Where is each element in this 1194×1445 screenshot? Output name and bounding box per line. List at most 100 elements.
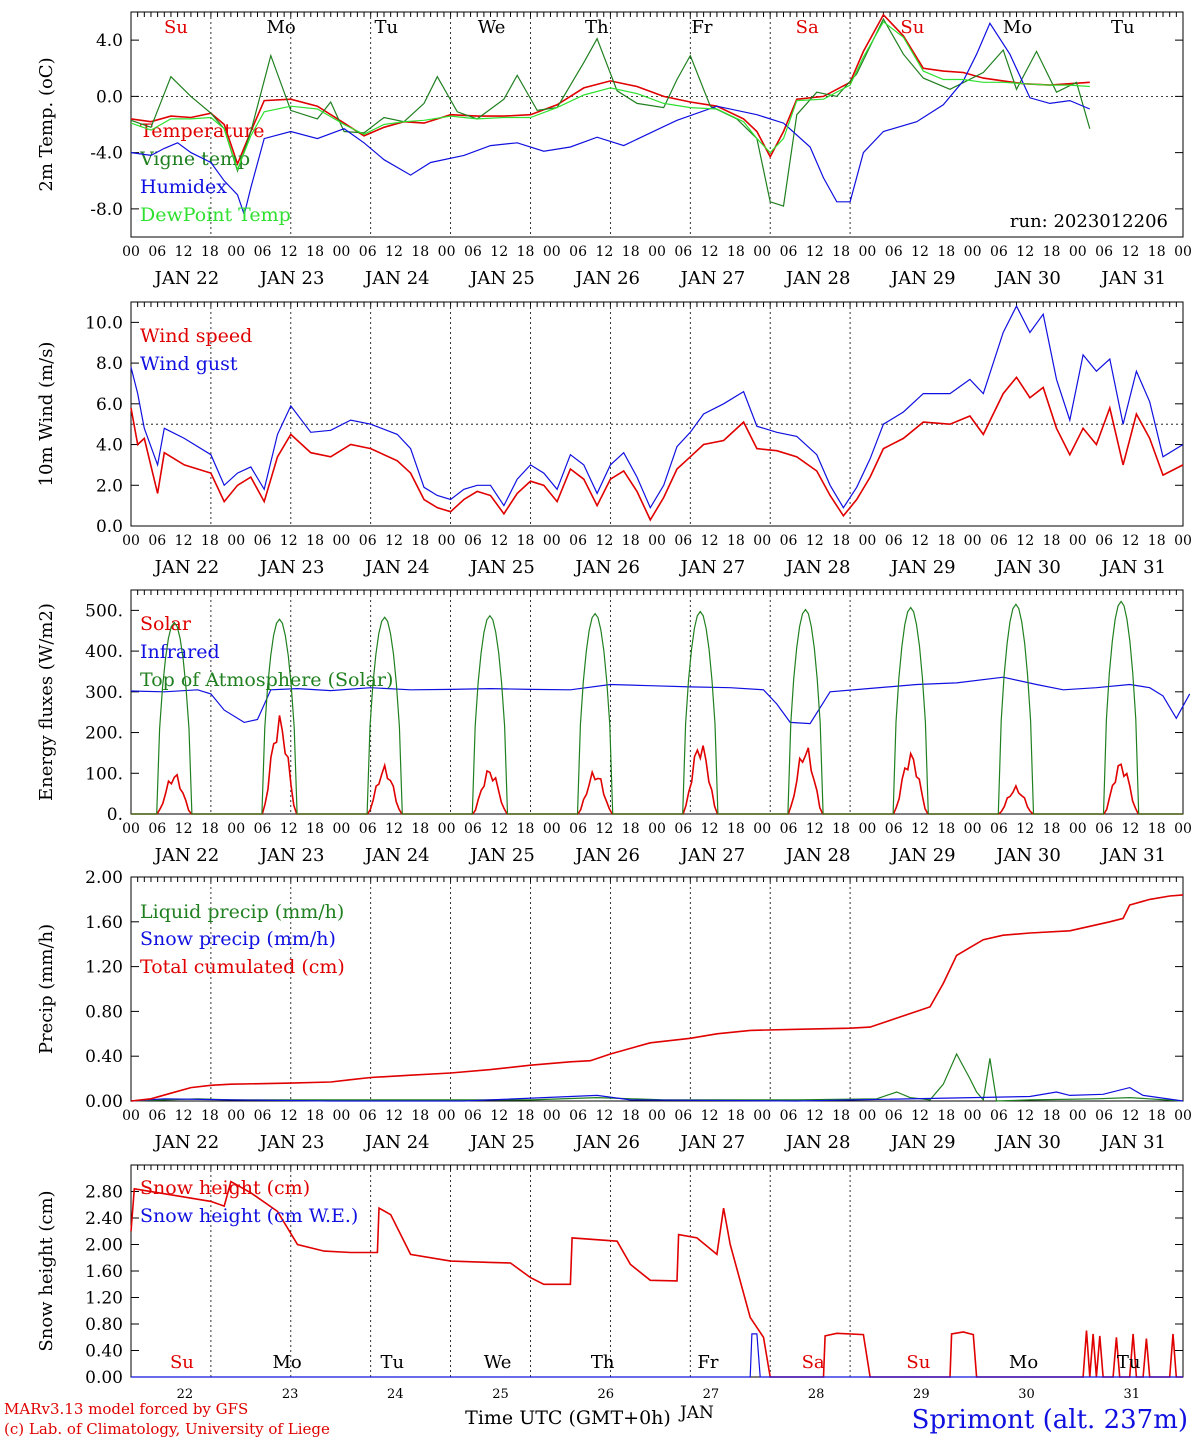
date-label: JAN 25 [468, 268, 535, 289]
hour-label: 06 [148, 533, 166, 549]
date-label: JAN 28 [784, 557, 851, 578]
hour-label: 12 [911, 821, 929, 837]
hour-label: 18 [727, 533, 745, 549]
date-label: JAN 31 [1099, 845, 1166, 866]
hour-label: 00 [543, 244, 561, 260]
date-label: JAN 28 [784, 268, 851, 289]
series-line-vigne-temp [130, 17, 1091, 207]
y-tick-label: 1.60 [85, 1262, 123, 1282]
panel-1: 4.0 0.0 -4.0 -8.0 2m Temp. (oC) Temperature Vi… [36, 11, 1192, 289]
hour-label: 18 [622, 533, 640, 549]
hour-label: 06 [780, 1108, 798, 1124]
month-label: JAN [678, 1403, 714, 1423]
hour-label: 06 [674, 1108, 692, 1124]
hour-label: 00 [1174, 244, 1192, 260]
hour-label: 12 [175, 1108, 193, 1124]
hour-label: 18 [411, 244, 429, 260]
hour-label: 00 [964, 1108, 982, 1124]
hour-label: 18 [1148, 1108, 1166, 1124]
hour-label: 06 [885, 533, 903, 549]
weekday-label: We [484, 1352, 512, 1373]
hour-label: 12 [175, 533, 193, 549]
hour-label: 12 [1016, 533, 1034, 549]
weekday-label: Sa [802, 1352, 825, 1373]
date-label: JAN 25 [468, 845, 535, 866]
hour-label: 06 [990, 821, 1008, 837]
legend-entry: Temperature [140, 120, 264, 142]
hour-label: 12 [1121, 244, 1139, 260]
hour-label: 12 [385, 1108, 403, 1124]
y-tick-label: 500. [85, 601, 123, 621]
hour-label: 00 [648, 1108, 666, 1124]
day-number-label: 23 [282, 1387, 299, 1402]
hour-label: 12 [1121, 821, 1139, 837]
y-tick-label: 4.0 [96, 436, 123, 456]
date-label: JAN 29 [889, 268, 956, 289]
series-line-humidex [130, 22, 1091, 217]
hour-label: 18 [411, 821, 429, 837]
hour-label: 00 [648, 244, 666, 260]
weekday-label: We [478, 17, 506, 38]
hour-label: 06 [569, 533, 587, 549]
hour-label: 18 [306, 533, 324, 549]
hour-label: 12 [280, 533, 298, 549]
y-axis-label: 2m Temp. (oC) [36, 57, 57, 191]
y-tick-label: 0.80 [85, 1002, 123, 1022]
hour-label: 18 [727, 244, 745, 260]
x-axis-label: Time UTC (GMT+0h) [465, 1407, 671, 1429]
date-label: JAN 27 [679, 268, 746, 289]
hour-label: 06 [464, 533, 482, 549]
hour-label: 12 [911, 533, 929, 549]
y-axis-label: Energy fluxes (W/m2) [36, 603, 57, 801]
date-label: JAN 26 [573, 268, 640, 289]
day-number-label: 27 [703, 1387, 720, 1402]
panel-4: 0.00 0.40 0.80 1.20 1.60 2.00 Precip (mm/h) Liq… [36, 868, 1192, 1153]
run-annotation: run: 2023012206 [1010, 211, 1168, 232]
date-label: JAN 22 [153, 845, 220, 866]
series-line-infrared [130, 676, 1191, 725]
day-number-label: 26 [597, 1387, 614, 1402]
hour-label: 00 [858, 533, 876, 549]
date-label: JAN 30 [994, 845, 1061, 866]
hour-label: 00 [438, 821, 456, 837]
date-label: JAN 29 [889, 1132, 956, 1153]
hour-label: 06 [1095, 244, 1113, 260]
hour-label: 12 [806, 244, 824, 260]
weekday-label: Fr [697, 1352, 718, 1373]
hour-label: 06 [359, 533, 377, 549]
hour-label: 18 [201, 1108, 219, 1124]
plot-frame [130, 301, 1184, 527]
hour-label: 06 [359, 821, 377, 837]
series-line-snow-height-cm-w-e- [131, 1333, 1183, 1378]
date-label: JAN 22 [153, 1132, 220, 1153]
date-label: JAN 22 [153, 268, 220, 289]
series-line-top-of-atmosphere-solar- [131, 600, 1183, 815]
y-tick-label: 6.0 [96, 395, 123, 415]
y-tick-label: 1.20 [85, 1289, 123, 1309]
plot-frame [130, 589, 1184, 815]
hour-label: 12 [385, 533, 403, 549]
hour-label: 12 [701, 533, 719, 549]
series-line-temperature [130, 13, 1090, 167]
hour-label: 18 [411, 1108, 429, 1124]
series-line-snow-height-cm- [130, 1180, 1183, 1378]
legend-entry: Wind gust [140, 353, 238, 375]
hour-label: 12 [1121, 533, 1139, 549]
panel-3: 0. 100. 200. 300. 400. 500. Energy fluxes (W/m… [36, 589, 1192, 866]
hour-label: 06 [148, 1108, 166, 1124]
series-line-solar [131, 715, 1183, 815]
hour-label: 06 [885, 1108, 903, 1124]
hour-label: 00 [438, 533, 456, 549]
hour-label: 00 [858, 1108, 876, 1124]
hour-label: 00 [964, 533, 982, 549]
hour-label: 00 [753, 244, 771, 260]
hour-label: 12 [701, 1108, 719, 1124]
hour-label: 00 [1174, 533, 1192, 549]
day-number-label: 25 [492, 1387, 509, 1402]
hour-label: 06 [1095, 821, 1113, 837]
hour-label: 00 [648, 821, 666, 837]
legend-entry: Total cumulated (cm) [140, 956, 345, 978]
hour-label: 12 [911, 1108, 929, 1124]
hour-label: 18 [937, 1108, 955, 1124]
